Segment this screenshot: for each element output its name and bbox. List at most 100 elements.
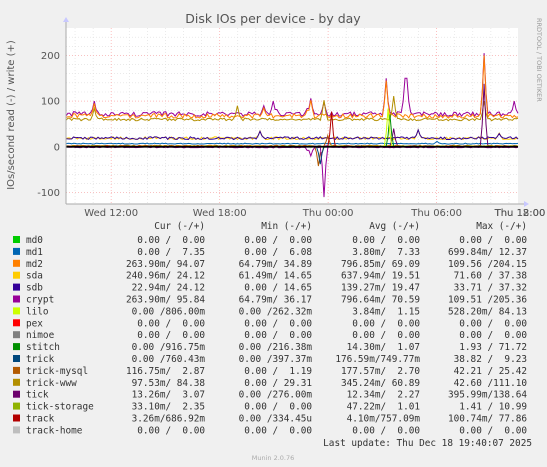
legend-row: md2 263.90m/ 94.07 64.79m/ 34.89 796.85m/ 6… [13, 259, 527, 270]
legend-row: nimoe 0.00 / 0.00 0.00 / 0.00 0.00 / 0.00 0.… [13, 330, 527, 341]
y-tick-label: -100 [37, 188, 60, 199]
legend-max: 109.56 /204.15 [448, 259, 527, 270]
y-tick-labels: -100 0 100 200 [37, 51, 60, 199]
legend-max: 528.20m/ 84.13 [448, 306, 527, 317]
legend-min: 0.00 / 29.31 [244, 378, 312, 389]
legend-name: trick-www [26, 378, 77, 389]
legend-name: tick-storage [26, 402, 94, 413]
legend-min: 64.79m/ 34.89 [239, 259, 313, 270]
legend-avg: 0.00 / 0.00 [352, 235, 420, 246]
legend-avg: 14.30m/ 1.07 [347, 342, 420, 353]
legend-avg: 177.57m/ 2.70 [341, 366, 420, 377]
legend-cur: 263.90m/ 95.84 [126, 295, 205, 306]
legend-name: track-home [26, 425, 83, 436]
legend-row: tick 13.26m/ 3.07 0.00 /276.00m 12.34m/ 2.2… [13, 390, 527, 401]
legend-avg: 345.24m/ 60.89 [341, 378, 420, 389]
legend-avg: 796.85m/ 69.09 [341, 259, 420, 270]
legend-min: 0.00 / 0.00 [244, 425, 312, 436]
legend-name: lilo [26, 306, 49, 317]
legend-max: 33.71 / 37.32 [454, 283, 527, 294]
legend-cur: 3.26m/686.92m [132, 414, 206, 425]
legend-swatch [13, 378, 20, 386]
series-line-sdb [65, 128, 519, 141]
legend-cur: 0.00 /760.43m [132, 354, 206, 365]
legend-row: tick-storage 33.10m/ 2.35 0.00 / 0.00 47.22… [13, 402, 527, 413]
legend-min: 0.00 /262.32m [239, 306, 313, 317]
munin-version: Munin 2.0.76 [252, 454, 295, 462]
legend-header-avg: Avg (-/+) [369, 221, 420, 232]
legend-cur: 0.00 /916.75m [132, 342, 206, 353]
legend-cur: 0.00 / 0.00 [137, 330, 205, 341]
legend-swatch [13, 355, 20, 362]
legend-min: 0.00 /216.38m [239, 342, 313, 353]
legend-swatch [13, 307, 20, 315]
legend-row: pex 0.00 / 0.00 0.00 / 0.00 0.00 / 0.00 0.00… [13, 318, 527, 329]
x-tick-labels: Wed 12:00 Wed 18:00 Thu 00:00 Thu 06:00 Thu … [84, 208, 545, 219]
legend-cur: 97.53m/ 84.38 [132, 378, 206, 389]
legend-swatch [13, 247, 20, 255]
x-tick-label: Wed 18:00 [193, 208, 247, 219]
legend-min: 0.00 / 0.00 [244, 235, 312, 246]
legend-avg: 796.64m/ 70.59 [341, 295, 420, 306]
legend-cur: 0.00 / 7.35 [137, 247, 205, 258]
legend-max: 395.99m/138.64 [448, 390, 527, 401]
x-tick-label: Thu 12:00 [494, 208, 546, 219]
legend-row: trick 0.00 /760.43m 0.00 /397.37m 176.59m/7… [13, 354, 527, 365]
legend-max: 0.00 / 0.00 [459, 235, 527, 246]
legend-cur: 0.00 /806.00m [132, 306, 206, 317]
legend-max: 0.00 / 0.00 [459, 425, 527, 436]
legend-max: 0.00 / 0.00 [459, 318, 527, 329]
legend-name: stitch [26, 342, 60, 353]
legend-name: trick [26, 354, 55, 365]
legend-min: 0.00 / 1.19 [244, 366, 312, 377]
legend-row: sdb 22.94m/ 24.12 0.00 / 14.65 139.27m/ 19.… [13, 283, 527, 294]
legend-max: 0.00 / 0.00 [459, 330, 527, 341]
legend-min: 0.00 /397.37m [239, 354, 313, 365]
legend-cur: 0.00 / 0.00 [137, 235, 205, 246]
y-tick-label: 0 [54, 142, 60, 153]
legend-min: 0.00 / 14.65 [244, 283, 312, 294]
legend-row: sda 240.96m/ 24.12 61.49m/ 14.65 637.94m/ 1… [13, 271, 527, 282]
legend-swatch [13, 414, 20, 422]
legend-header-cur: Cur (-/+) [154, 221, 205, 232]
legend-min: 64.79m/ 36.17 [239, 295, 312, 306]
x-tick-label: Wed 12:00 [84, 208, 138, 219]
legend-min: 0.00 / 0.00 [244, 402, 312, 413]
legend-swatch [13, 331, 20, 339]
legend-cur: 33.10m/ 2.35 [132, 402, 205, 413]
series-line-md1 [65, 140, 519, 145]
legend-swatch [13, 390, 20, 398]
legend-row: trick-mysql 116.75m/ 2.87 0.00 / 1.19 177.5… [13, 366, 527, 377]
legend-min: 0.00 /334.45u [239, 414, 312, 425]
legend: Cur (-/+) Min (-/+) Avg (-/+) Max (-/+) … [13, 221, 527, 436]
legend-avg: 47.22m/ 1.01 [347, 402, 421, 413]
legend-min: 0.00 / 0.00 [244, 330, 312, 341]
legend-header-max: Max (-/+) [476, 221, 527, 232]
y-tick-label: 100 [41, 97, 60, 108]
legend-avg: 0.00 / 0.00 [352, 425, 420, 436]
legend-swatch [13, 319, 20, 327]
legend-cur: 0.00 / 0.00 [137, 318, 205, 329]
legend-row: track-home 0.00 / 0.00 0.00 / 0.00 0.00 / 0… [13, 425, 527, 436]
legend-swatch [13, 283, 20, 291]
legend-name: md2 [26, 259, 43, 270]
legend-header-min: Min (-/+) [261, 221, 312, 232]
legend-avg: 12.34m/ 2.27 [347, 390, 420, 401]
legend-swatch [13, 402, 20, 410]
legend-row: crypt 263.90m/ 95.84 64.79m/ 36.17 796.64m/… [13, 295, 527, 306]
legend-min: 61.49m/ 14.65 [239, 271, 312, 282]
x-tick-label: Thu 00:00 [302, 208, 354, 219]
legend-avg: 0.00 / 0.00 [352, 330, 420, 341]
legend-avg: 0.00 / 0.00 [352, 318, 420, 329]
legend-name: pex [26, 318, 43, 329]
legend-min: 0.00 / 6.08 [244, 247, 312, 258]
legend-cur: 0.00 / 0.00 [137, 425, 205, 436]
legend-name: sdb [26, 283, 43, 294]
legend-row: track 3.26m/686.92m 0.00 /334.45u 4.10m/757… [13, 414, 527, 425]
legend-avg: 3.84m/ 1.15 [352, 306, 420, 317]
legend-avg: 4.10m/757.09m [347, 414, 421, 425]
legend-cur: 263.90m/ 94.07 [126, 259, 205, 270]
legend-swatch [13, 343, 20, 351]
legend-cur: 240.96m/ 24.12 [126, 271, 205, 282]
